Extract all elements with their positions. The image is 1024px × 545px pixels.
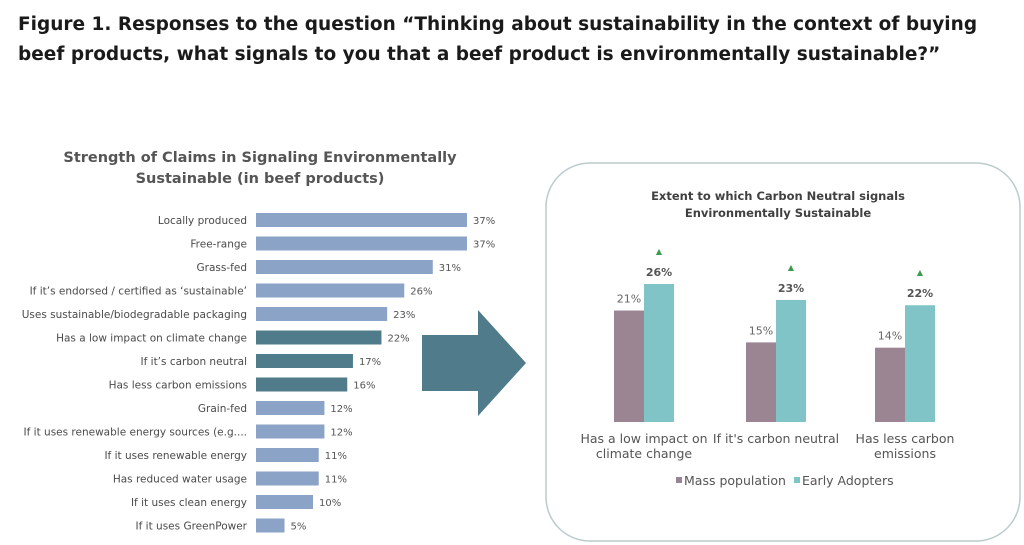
legend-label: Mass population [684, 473, 786, 488]
value-label: 23% [778, 282, 804, 295]
category-label: If it uses renewable energy [104, 450, 247, 462]
category-label: If it uses renewable energy sources (e.g… [24, 427, 247, 439]
value-label: 15% [749, 324, 773, 337]
increase-indicator-icon: ▲ [788, 263, 795, 272]
value-label: 5% [291, 522, 307, 533]
value-label: 22% [387, 334, 409, 345]
arrow-graphic [422, 310, 526, 416]
legend-label: Early Adopters [802, 473, 894, 488]
bar [256, 424, 325, 439]
figure-title: Figure 1. Responses to the question “Thi… [18, 14, 978, 65]
x-axis-label: Has a low impact on [580, 431, 707, 446]
category-label: Has less carbon emissions [109, 380, 247, 392]
value-label: 26% [646, 266, 672, 279]
category-label: If it uses clean energy [131, 497, 247, 509]
x-axis-label: Has less carbon [856, 431, 955, 446]
value-label: 17% [359, 357, 381, 368]
bar [256, 471, 319, 486]
bar-mass-population [614, 310, 644, 422]
bar [256, 330, 382, 345]
left-chart-title-line-2: Sustainable (in beef products) [135, 171, 385, 187]
bar-mass-population [875, 347, 905, 422]
bar [256, 236, 467, 251]
value-label: 23% [393, 310, 415, 321]
bar [256, 260, 433, 274]
category-label: Uses sustainable/biodegradable packaging [22, 309, 247, 321]
category-label: Grain-fed [198, 403, 247, 415]
category-label: If it’s carbon neutral [141, 356, 247, 368]
value-label: 12% [330, 404, 352, 415]
category-label: Has a low impact on climate change [56, 333, 247, 345]
value-label: 11% [325, 451, 347, 462]
bar-early-adopters [644, 284, 674, 422]
bar [256, 354, 353, 368]
value-label: 11% [325, 475, 347, 486]
bar [256, 495, 314, 509]
value-label: 12% [330, 428, 352, 439]
category-label: Has reduced water usage [113, 474, 247, 486]
bar [256, 448, 319, 462]
bar-early-adopters [776, 299, 806, 422]
value-label: 37% [473, 240, 495, 251]
category-label: Free-range [190, 239, 247, 251]
legend-swatch [794, 477, 800, 483]
bar [256, 283, 405, 298]
value-label: 31% [439, 263, 461, 274]
x-axis-label: emissions [874, 446, 936, 461]
left-chart-title: Strength of Claims in Signaling Environm… [20, 148, 500, 190]
category-label: Locally produced [158, 215, 247, 227]
right-chart-title-line: Environmentally Sustainable [685, 206, 871, 220]
category-label: If it uses GreenPower [136, 521, 248, 533]
increase-indicator-icon: ▲ [917, 268, 924, 277]
x-axis-label: If it's carbon neutral [713, 431, 839, 446]
bar-early-adopters [905, 305, 935, 422]
bar-mass-population [746, 342, 776, 422]
left-bar-chart: Locally produced 37% Free-range 37% Grass-fe… [22, 213, 495, 533]
category-label: If it’s endorsed / certified as ‘sustain… [30, 286, 247, 298]
value-label: 10% [319, 498, 341, 509]
bar [256, 518, 285, 533]
x-axis-label: climate change [596, 446, 693, 461]
value-label: 26% [410, 287, 432, 298]
category-label: Grass-fed [197, 262, 247, 274]
bar [256, 213, 467, 227]
right-chart-title-line: Extent to which Carbon Neutral signals [651, 189, 905, 203]
increase-indicator-icon: ▲ [656, 247, 663, 256]
value-label: 22% [907, 287, 933, 300]
left-chart-title-line-1: Strength of Claims in Signaling Environm… [63, 150, 457, 166]
value-label: 37% [473, 216, 495, 227]
bar [256, 401, 325, 415]
bar [256, 377, 348, 392]
arrow-shape [422, 310, 526, 416]
value-label: 14% [878, 330, 902, 343]
legend-swatch [676, 477, 682, 483]
bar [256, 307, 388, 321]
value-label: 16% [353, 381, 375, 392]
right-bar-chart: Extent to which Carbon Neutral signals En… [545, 162, 1021, 542]
value-label: 21% [617, 293, 641, 306]
